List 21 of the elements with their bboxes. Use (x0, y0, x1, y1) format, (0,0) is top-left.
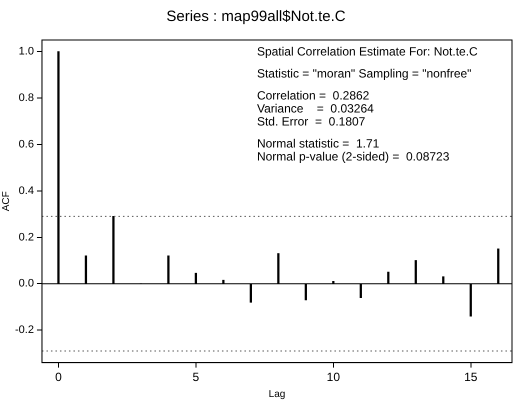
y-tick-label: 0.2 (18, 231, 34, 244)
y-tick-label: 0.6 (18, 138, 34, 150)
annotation: Variance = 0.03264 (256, 101, 374, 116)
annotation: Spatial Correlation Estimate For: Not.te.C (256, 44, 478, 58)
x-tick-label: 15 (464, 370, 478, 384)
x-tick-label: 0 (55, 370, 62, 384)
x-axis-title: Lag (268, 388, 286, 400)
y-tick-label: 0.4 (18, 184, 34, 197)
annotation: Normal statistic = 1.71 (256, 136, 380, 150)
chart-title: Series : map99all$Not.te.C (166, 8, 346, 26)
annotation: Normal p-value (2-sided) = 0.08723 (256, 149, 450, 164)
y-tick-label: 0.8 (18, 92, 34, 104)
y-tick-label: 0.0 (18, 278, 34, 290)
y-axis-title: ACF (0, 191, 12, 212)
x-tick-label: 10 (326, 370, 340, 384)
annotation: Std. Error = 0.1807 (256, 114, 366, 128)
annotation: Statistic = "moran" Sampling = "nonfree" (256, 66, 472, 80)
annotation: Correlation = 0.2862 (256, 88, 370, 102)
y-tick-label: -0.2 (14, 324, 34, 336)
x-tick-label: 5 (192, 370, 200, 384)
y-tick-label: 1.0 (18, 46, 34, 58)
